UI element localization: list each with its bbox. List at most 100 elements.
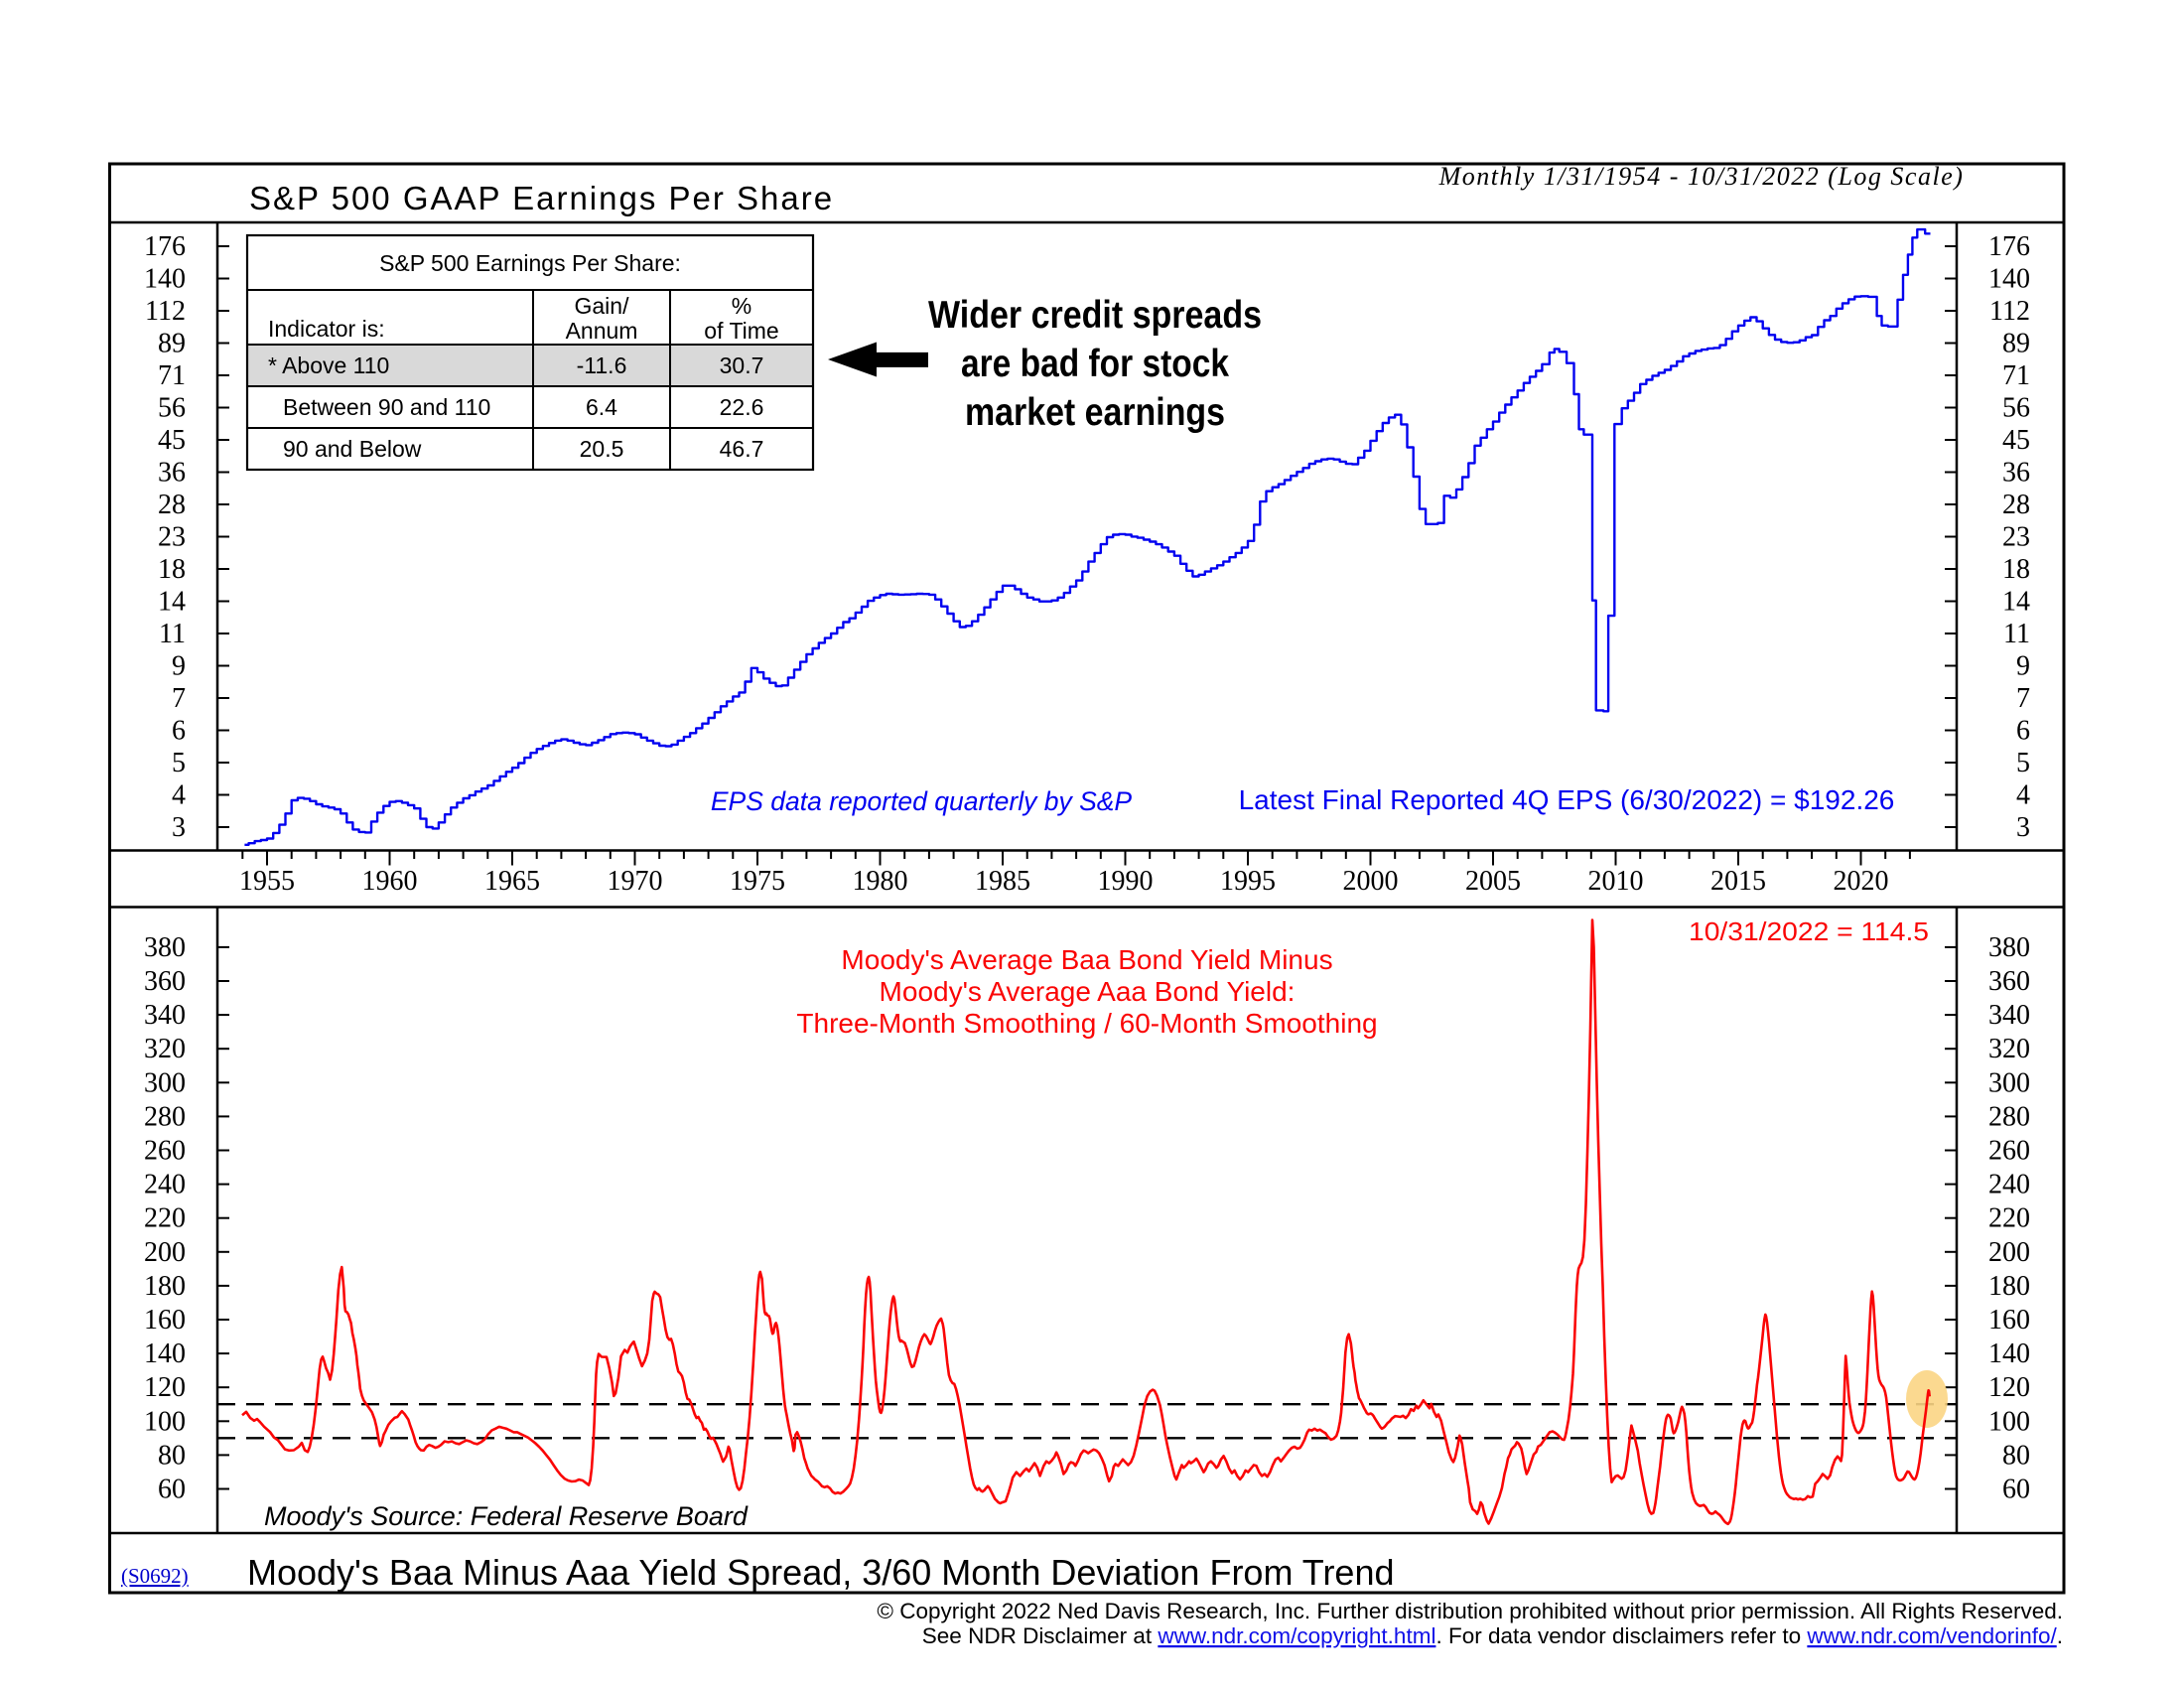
svg-text:9: 9 — [172, 651, 186, 682]
svg-text:2015: 2015 — [1710, 866, 1766, 897]
svg-text:360: 360 — [144, 966, 186, 997]
svg-text:1995: 1995 — [1220, 866, 1276, 897]
svg-text:market earnings: market earnings — [965, 391, 1225, 434]
svg-text:* Above 110: * Above 110 — [268, 352, 389, 378]
svg-text:28: 28 — [158, 490, 186, 520]
svg-text:46.7: 46.7 — [720, 436, 764, 462]
svg-text:4: 4 — [2016, 780, 2030, 811]
svg-text:4: 4 — [172, 780, 186, 811]
svg-text:180: 180 — [144, 1271, 186, 1302]
svg-text:220: 220 — [1988, 1203, 2030, 1234]
svg-text:Gain/: Gain/ — [575, 293, 630, 319]
svg-text:340: 340 — [144, 1000, 186, 1031]
svg-text:380: 380 — [144, 932, 186, 963]
svg-text:Moody's Average Baa Bond Yield: Moody's Average Baa Bond Yield Minus — [841, 944, 1332, 975]
svg-text:260: 260 — [144, 1136, 186, 1167]
svg-text:23: 23 — [2002, 522, 2030, 553]
svg-text:Three-Month Smoothing / 60-Mon: Three-Month Smoothing / 60-Month Smoothi… — [796, 1008, 1377, 1039]
svg-text:140: 140 — [144, 1338, 186, 1369]
svg-text:20.5: 20.5 — [580, 436, 624, 462]
svg-text:EPS data reported quarterly by: EPS data reported quarterly by S&P — [711, 786, 1133, 816]
svg-text:380: 380 — [1988, 932, 2030, 963]
svg-text:1975: 1975 — [730, 866, 785, 897]
svg-text:14: 14 — [2002, 587, 2030, 618]
svg-text:56: 56 — [158, 393, 186, 424]
svg-text:6: 6 — [2016, 716, 2030, 747]
svg-text:120: 120 — [144, 1372, 186, 1403]
svg-text:280: 280 — [1988, 1101, 2030, 1132]
svg-text:360: 360 — [1988, 966, 2030, 997]
svg-text:60: 60 — [2002, 1475, 2030, 1505]
svg-text:7: 7 — [2016, 683, 2030, 714]
svg-text:80: 80 — [158, 1440, 186, 1471]
svg-text:176: 176 — [144, 231, 186, 262]
svg-text:89: 89 — [2002, 329, 2030, 359]
svg-text:300: 300 — [144, 1067, 186, 1098]
svg-text:80: 80 — [2002, 1440, 2030, 1471]
svg-text:(S0692): (S0692) — [121, 1564, 189, 1588]
svg-text:of Time: of Time — [704, 318, 778, 344]
svg-text:240: 240 — [1988, 1170, 2030, 1200]
svg-text:280: 280 — [144, 1101, 186, 1132]
svg-text:18: 18 — [2002, 554, 2030, 585]
svg-text:240: 240 — [144, 1170, 186, 1200]
svg-text:71: 71 — [158, 360, 186, 391]
svg-text:200: 200 — [1988, 1237, 2030, 1268]
svg-text:45: 45 — [2002, 425, 2030, 456]
svg-text:28: 28 — [2002, 490, 2030, 520]
svg-text:Moody's Average Aaa Bond Yield: Moody's Average Aaa Bond Yield: — [880, 976, 1296, 1007]
svg-text:Moody's Source: Federal Reserv: Moody's Source: Federal Reserve Board — [264, 1501, 749, 1531]
svg-text:320: 320 — [1988, 1034, 2030, 1064]
svg-text:160: 160 — [1988, 1305, 2030, 1336]
svg-text:Indicator is:: Indicator is: — [268, 316, 385, 342]
svg-text:2000: 2000 — [1343, 866, 1399, 897]
svg-text:Monthly 1/31/1954 - 10/31/2022: Monthly 1/31/1954 - 10/31/2022 (Log Scal… — [1438, 162, 1965, 191]
svg-text:5: 5 — [2016, 748, 2030, 778]
svg-text:112: 112 — [1989, 296, 2030, 327]
svg-text:90 and Below: 90 and Below — [283, 436, 422, 462]
svg-text:120: 120 — [1988, 1372, 2030, 1403]
svg-text:Moody's Baa Minus Aaa Yield Sp: Moody's Baa Minus Aaa Yield Spread, 3/60… — [247, 1552, 1395, 1593]
svg-text:11: 11 — [159, 619, 186, 649]
svg-text:7: 7 — [172, 683, 186, 714]
svg-text:36: 36 — [2002, 458, 2030, 489]
svg-text:Latest Final Reported 4Q EPS (: Latest Final Reported 4Q EPS (6/30/2022)… — [1239, 784, 1895, 815]
svg-text:1955: 1955 — [239, 866, 295, 897]
svg-text:S&P 500 GAAP Earnings Per Shar: S&P 500 GAAP Earnings Per Share — [249, 180, 834, 216]
svg-text:22.6: 22.6 — [720, 394, 764, 420]
svg-text:are bad for stock: are bad for stock — [961, 343, 1229, 385]
svg-text:140: 140 — [1988, 264, 2030, 295]
svg-text:1965: 1965 — [484, 866, 540, 897]
svg-text:2005: 2005 — [1465, 866, 1521, 897]
svg-text:36: 36 — [158, 458, 186, 489]
svg-text:160: 160 — [144, 1305, 186, 1336]
svg-text:10/31/2022 = 114.5: 10/31/2022 = 114.5 — [1689, 916, 1929, 946]
svg-text:320: 320 — [144, 1034, 186, 1064]
svg-text:11: 11 — [2003, 619, 2030, 649]
svg-text:260: 260 — [1988, 1136, 2030, 1167]
svg-text:60: 60 — [158, 1475, 186, 1505]
svg-text:1990: 1990 — [1098, 866, 1154, 897]
svg-text:89: 89 — [158, 329, 186, 359]
svg-text:180: 180 — [1988, 1271, 2030, 1302]
svg-text:6.4: 6.4 — [586, 394, 617, 420]
svg-text:1980: 1980 — [853, 866, 908, 897]
svg-text:140: 140 — [144, 264, 186, 295]
svg-text:-11.6: -11.6 — [577, 352, 627, 378]
svg-text:112: 112 — [145, 296, 186, 327]
svg-text:23: 23 — [158, 522, 186, 553]
svg-text:5: 5 — [172, 748, 186, 778]
svg-text:3: 3 — [172, 812, 186, 843]
svg-text:1985: 1985 — [975, 866, 1030, 897]
svg-text:3: 3 — [2016, 812, 2030, 843]
svg-text:2010: 2010 — [1588, 866, 1644, 897]
svg-text:2020: 2020 — [1834, 866, 1889, 897]
svg-text:100: 100 — [1988, 1406, 2030, 1437]
svg-text:30.7: 30.7 — [720, 352, 764, 378]
svg-text:Annum: Annum — [566, 318, 638, 344]
svg-text:300: 300 — [1988, 1067, 2030, 1098]
svg-text:14: 14 — [158, 587, 186, 618]
svg-text:71: 71 — [2002, 360, 2030, 391]
svg-text:S&P 500 Earnings Per Share:: S&P 500 Earnings Per Share: — [379, 250, 681, 276]
svg-text:1970: 1970 — [608, 866, 663, 897]
